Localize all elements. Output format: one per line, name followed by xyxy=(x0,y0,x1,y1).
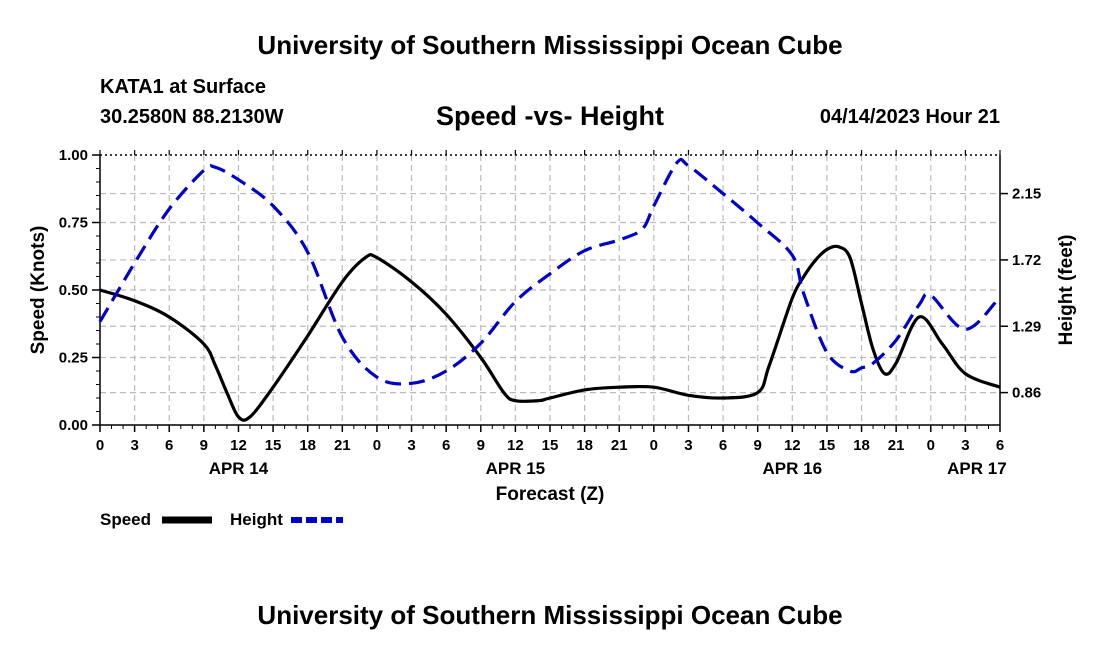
chart-title: Speed -vs- Height xyxy=(435,101,665,131)
y-tick-label: 0.75 xyxy=(59,215,88,232)
y2-tick-label: 2.15 xyxy=(1012,186,1041,203)
height-series-line xyxy=(98,157,1002,386)
y-tick-label: 0.50 xyxy=(59,282,88,299)
legend-height-label: Height xyxy=(230,510,283,529)
x-tick-label: 9 xyxy=(477,437,485,454)
x-tick-label: 18 xyxy=(576,437,593,454)
x-tick-label: 12 xyxy=(230,437,247,454)
x-tick-label: 3 xyxy=(961,437,969,454)
page-title: University of Southern Mississippi Ocean… xyxy=(257,30,843,60)
y-tick-label: 0.00 xyxy=(59,417,88,434)
coordinates-label: 30.2580N 88.2130W xyxy=(100,106,284,128)
x-tick-label: 21 xyxy=(888,437,905,454)
x-tick-label: 0 xyxy=(927,437,935,454)
x-tick-label: 15 xyxy=(819,437,836,454)
x-tick-label: 12 xyxy=(507,437,524,454)
x-tick-label: 6 xyxy=(719,437,727,454)
y-axis-label: Speed (Knots) xyxy=(28,226,49,355)
x-tick-label: 3 xyxy=(684,437,692,454)
y-tick-label: 0.25 xyxy=(59,350,88,367)
x-tick-label: 15 xyxy=(265,437,282,454)
x-tick-label: 3 xyxy=(407,437,415,454)
speed-series-line xyxy=(99,244,1001,422)
station-label: KATA1 at Surface xyxy=(100,76,266,98)
x-tick-label: 6 xyxy=(996,437,1004,454)
x-tick-label: 18 xyxy=(299,437,316,454)
date-label: APR 17 xyxy=(947,459,1007,478)
y2-tick-label: 1.72 xyxy=(1012,252,1041,269)
y2-tick-label: 0.86 xyxy=(1012,385,1041,402)
x-tick-label: 9 xyxy=(754,437,762,454)
date-label: APR 14 xyxy=(209,459,269,478)
x-tick-label: 0 xyxy=(650,437,658,454)
x-tick-label: 9 xyxy=(200,437,208,454)
date-label: APR 16 xyxy=(763,459,823,478)
datetime-label: 04/14/2023 Hour 21 xyxy=(819,106,1000,128)
y-tick-label: 1.00 xyxy=(59,147,88,164)
footer-title: University of Southern Mississippi Ocean… xyxy=(257,600,843,630)
x-tick-label: 21 xyxy=(334,437,351,454)
x-tick-label: 15 xyxy=(542,437,559,454)
x-axis-label: Forecast (Z) xyxy=(496,484,605,505)
date-label: APR 15 xyxy=(486,459,546,478)
x-tick-label: 6 xyxy=(165,437,173,454)
y2-tick-label: 1.29 xyxy=(1012,318,1041,335)
x-tick-label: 6 xyxy=(442,437,450,454)
x-tick-label: 18 xyxy=(853,437,870,454)
legend-speed-label: Speed xyxy=(100,510,152,529)
x-tick-label: 0 xyxy=(373,437,381,454)
x-tick-label: 21 xyxy=(611,437,628,454)
x-tick-label: 0 xyxy=(96,437,104,454)
y2-axis-label: Height (feet) xyxy=(1056,235,1077,346)
x-tick-label: 3 xyxy=(130,437,138,454)
x-tick-label: 12 xyxy=(784,437,801,454)
